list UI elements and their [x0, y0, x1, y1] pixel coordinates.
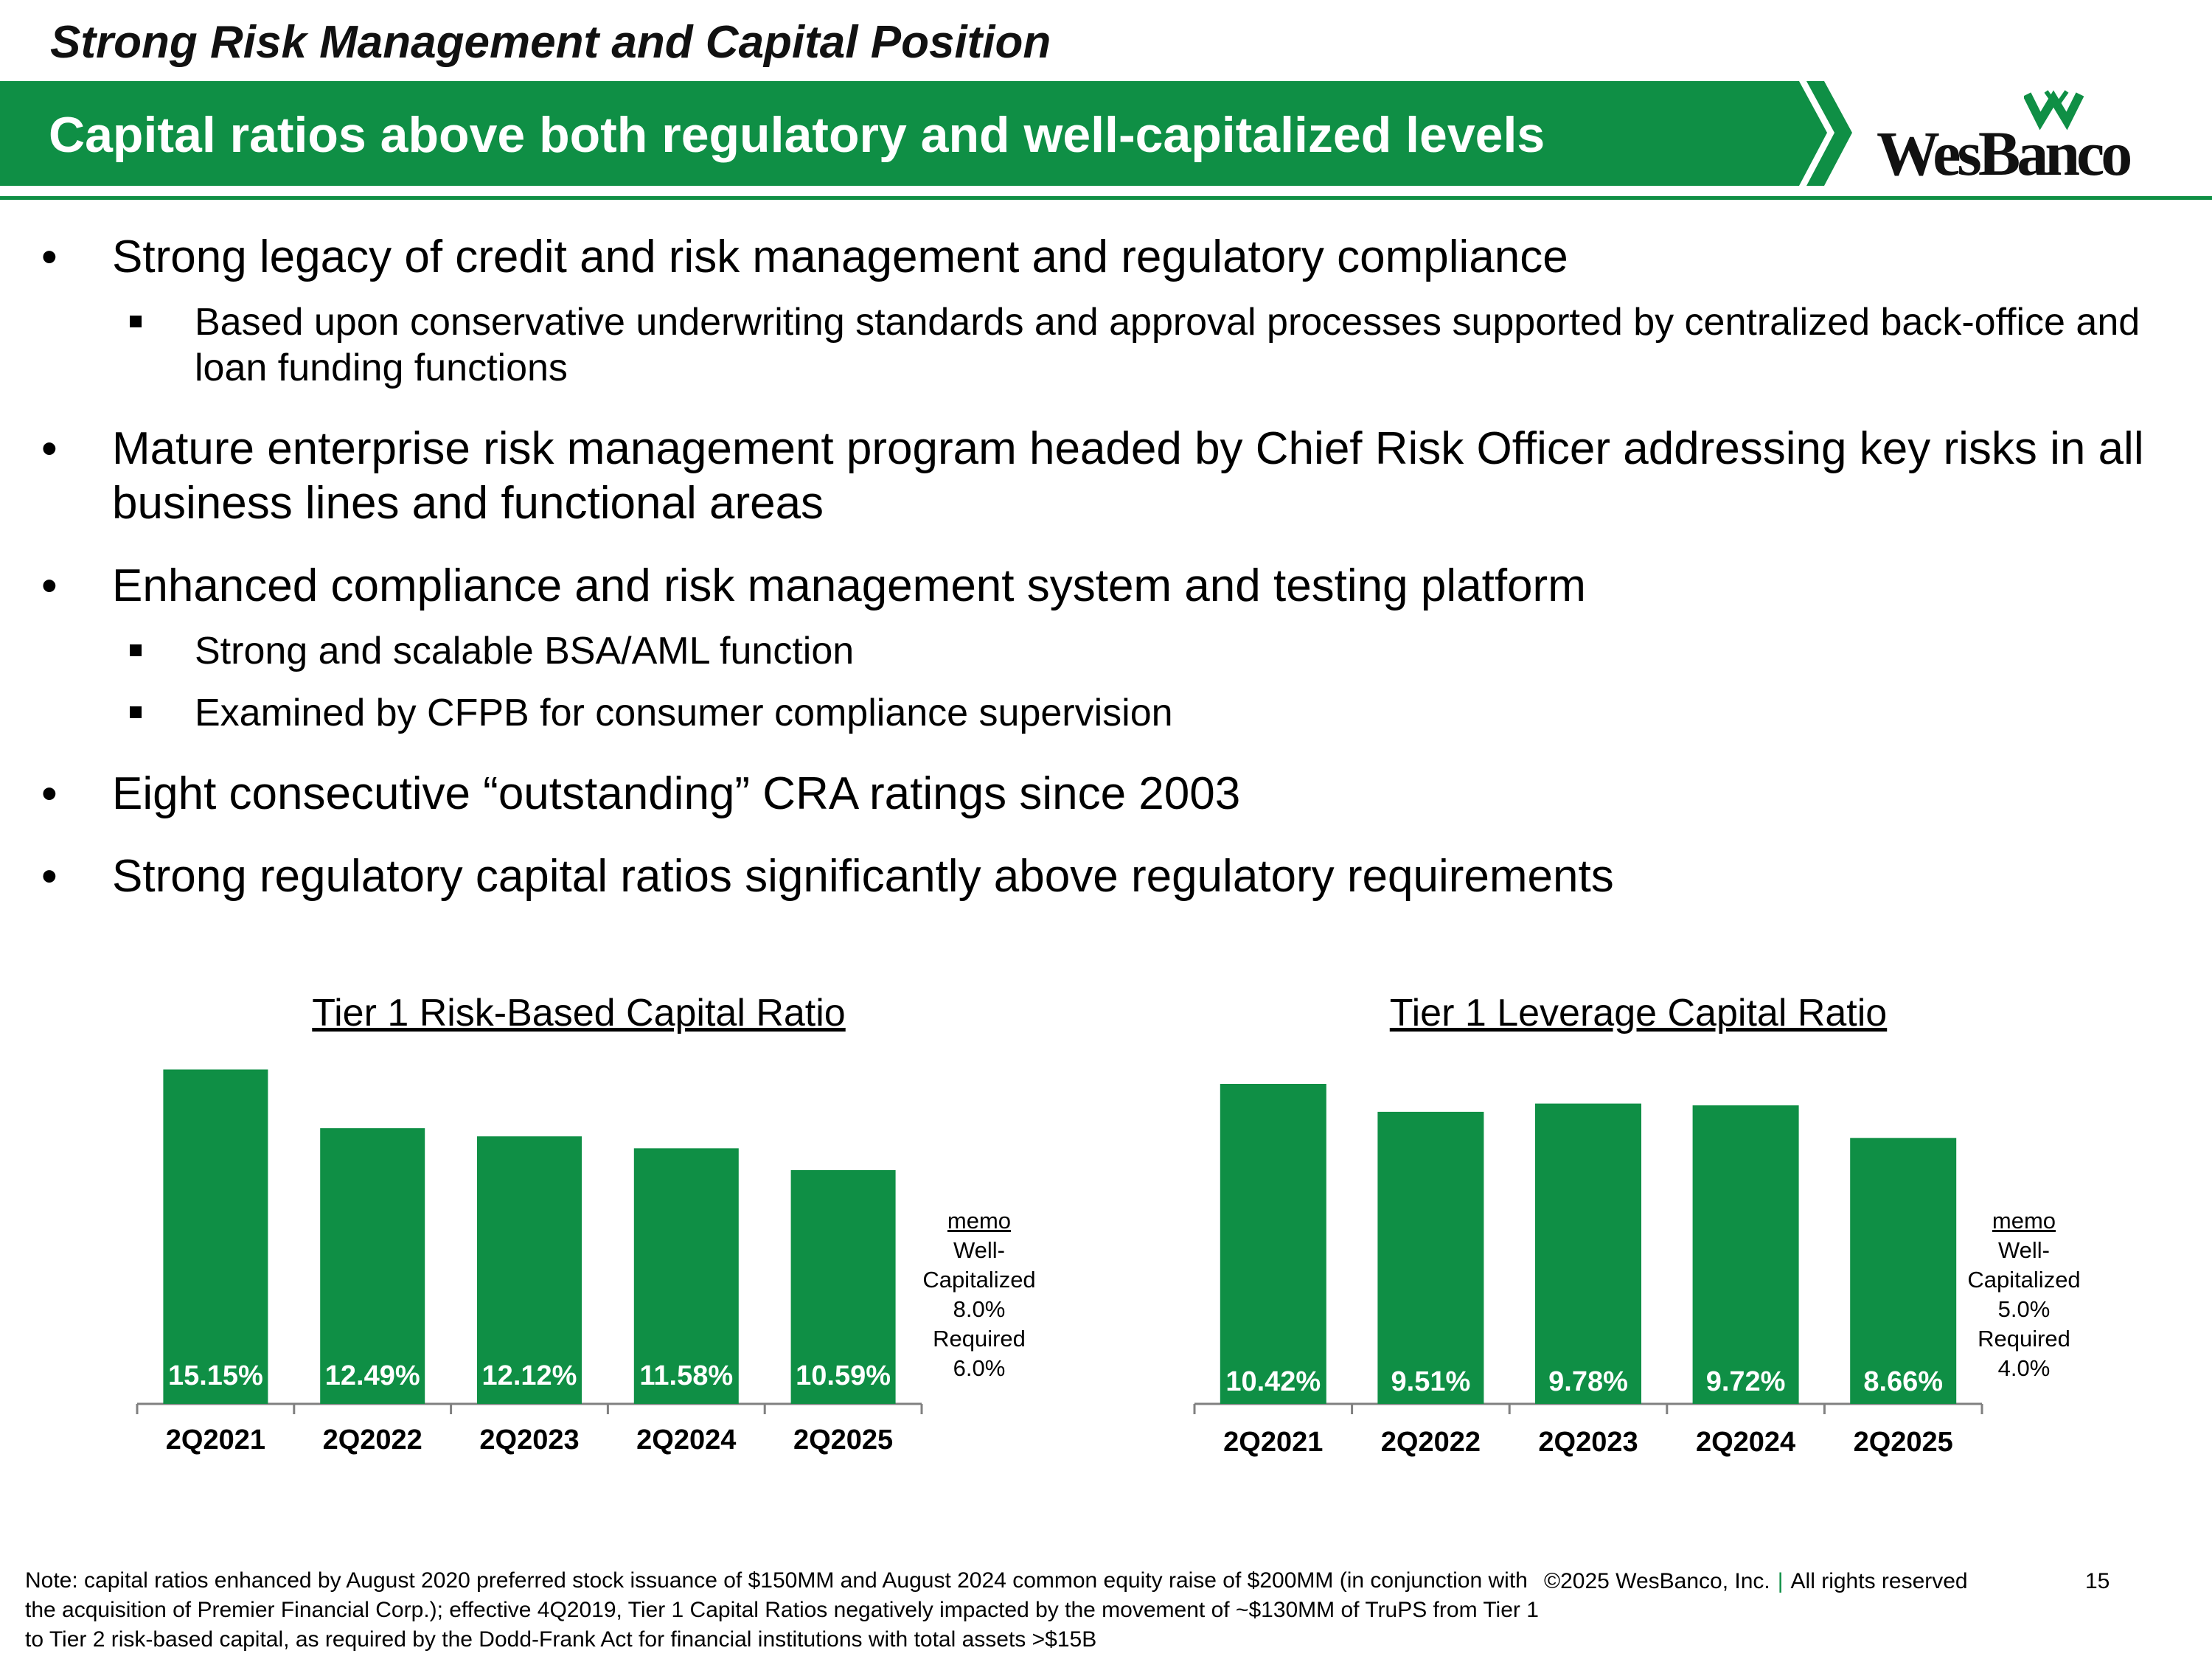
memo-line: 6.0% — [953, 1355, 1006, 1381]
bar-data-label: 12.49% — [325, 1360, 420, 1391]
memo-risk-based: memo Well- Capitalized 8.0% Required 6.0… — [905, 1206, 1053, 1383]
category-tick-label: 2Q2021 — [166, 1425, 265, 1455]
chart-title-tier1-risk-based: Tier 1 Risk-Based Capital Ratio — [312, 992, 846, 1034]
bar — [163, 1069, 268, 1404]
memo-line: 5.0% — [1997, 1296, 2051, 1322]
memo-line: 8.0% — [953, 1296, 1006, 1322]
bar-data-label: 9.51% — [1391, 1366, 1471, 1397]
bar-data-label: 12.12% — [482, 1360, 577, 1391]
sub-bullet-text: Examined by CFPB for consumer compliance… — [195, 692, 1173, 734]
bar — [633, 1148, 739, 1404]
memo-line: Well- — [1997, 1237, 2051, 1263]
rights-text: All rights reserved — [1790, 1569, 1968, 1593]
bullet-dot-icon: • — [41, 232, 58, 282]
slide-kicker: Strong Risk Management and Capital Posit… — [50, 17, 1051, 68]
memo-line: 4.0% — [1997, 1355, 2051, 1381]
bar — [1850, 1138, 1957, 1404]
category-tick-label: 2Q2021 — [1223, 1427, 1323, 1458]
title-banner — [0, 81, 1852, 186]
bar — [1535, 1103, 1641, 1404]
header-divider — [0, 196, 2212, 200]
memo-heading: memo — [947, 1208, 1012, 1234]
logo-wordmark: WesBanco — [1877, 118, 2132, 189]
bar-data-label: 11.58% — [639, 1360, 733, 1391]
memo-heading: memo — [1992, 1208, 2056, 1234]
memo-line: Capitalized — [1967, 1267, 2081, 1293]
capital-ratio-charts: 15.15% 2Q2021 12.49% 2Q2022 12.12% 2Q2023 11.5… — [136, 1069, 1983, 1458]
memo-line: Well- — [953, 1237, 1006, 1263]
memo-line: Capitalized — [922, 1267, 1036, 1293]
memo-line: Required — [933, 1326, 1026, 1352]
square-bullet-icon — [130, 706, 142, 718]
wesbanco-logo: WesBanco — [1877, 87, 2138, 189]
square-bullet-icon — [130, 644, 142, 656]
category-tick-label: 2Q2024 — [1696, 1427, 1795, 1458]
bar-data-label: 9.72% — [1706, 1366, 1786, 1397]
memo-line: Required — [1978, 1326, 2070, 1352]
bar — [790, 1169, 896, 1404]
bullet-dot-icon: • — [41, 768, 58, 819]
copyright: ©2025 WesBanco, Inc. | All rights reserved — [1544, 1569, 1968, 1594]
bullet-text: Strong legacy of credit and risk managem… — [112, 232, 1568, 282]
bar — [1692, 1105, 1799, 1404]
category-tick-label: 2Q2025 — [793, 1425, 893, 1455]
chart-title-tier1-leverage: Tier 1 Leverage Capital Ratio — [1389, 992, 1888, 1034]
category-tick-label: 2Q2023 — [1538, 1427, 1638, 1458]
category-tick-label: 2Q2022 — [323, 1425, 422, 1455]
memo-leverage: memo Well- Capitalized 5.0% Required 4.0… — [1950, 1206, 2098, 1383]
bullet-text: Enhanced compliance and risk management … — [112, 560, 1586, 611]
footer-separator: | — [1777, 1569, 1784, 1593]
bar-data-label: 10.59% — [796, 1360, 891, 1391]
square-bullet-icon — [130, 316, 142, 327]
sub-bullet-text: Strong and scalable BSA/AML function — [195, 630, 855, 672]
slide-title: Capital ratios above both regulatory and… — [49, 107, 1545, 163]
bar — [1220, 1083, 1326, 1404]
copyright-text: ©2025 WesBanco, Inc. — [1544, 1569, 1770, 1593]
category-tick-label: 2Q2024 — [636, 1425, 736, 1455]
bar — [1377, 1111, 1484, 1404]
bar-data-label: 9.78% — [1548, 1366, 1628, 1397]
bar — [477, 1136, 582, 1404]
bullet-text: Strong regulatory capital ratios signifi… — [112, 851, 1614, 902]
bullet-dot-icon: • — [41, 423, 58, 474]
page-number: 15 — [2085, 1569, 2110, 1593]
category-tick-label: 2Q2022 — [1381, 1427, 1481, 1458]
wesbanco-w-mark-icon — [2024, 90, 2084, 131]
bar — [320, 1128, 425, 1404]
footnote: Note: capital ratios enhanced by August … — [25, 1568, 1539, 1652]
bar-data-label: 10.42% — [1225, 1366, 1321, 1397]
bar-data-label: 8.66% — [1863, 1366, 1943, 1397]
sub-bullet-text: Based upon conservative underwriting sta… — [195, 301, 2140, 389]
bullet-text: Eight consecutive “outstanding” CRA rati… — [112, 768, 1241, 819]
bullet-text: Mature enterprise risk management progra… — [112, 423, 2144, 529]
category-tick-label: 2Q2025 — [1854, 1427, 1953, 1458]
bar-data-label: 15.15% — [168, 1360, 263, 1391]
bullet-dot-icon: • — [41, 851, 58, 902]
bullet-dot-icon: • — [41, 560, 58, 611]
category-tick-label: 2Q2023 — [479, 1425, 579, 1455]
